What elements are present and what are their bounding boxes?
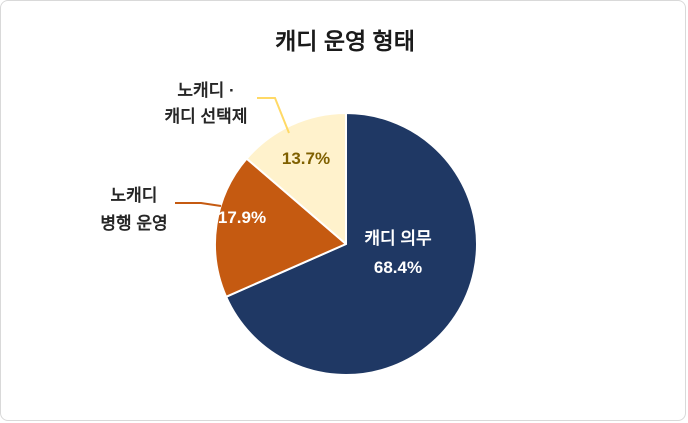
label-caddy-mandatory-name: 캐디 의무: [364, 229, 432, 248]
chart-title: 캐디 운영 형태: [275, 28, 415, 54]
pie-slice-2: [245, 112, 347, 245]
value-label-nocaddy-select: 13.7%: [282, 149, 330, 168]
pie-slices: [214, 112, 478, 376]
label-nocaddy-select-line1: 노캐디 ·: [177, 81, 234, 100]
value-label-nocaddy-parallel: 17.9%: [218, 208, 266, 227]
pie-slice-0: [225, 112, 478, 376]
leader-line-nocaddy-parallel: [175, 202, 222, 207]
label-nocaddy-parallel-line1: 노캐디: [111, 186, 158, 205]
pie-slice-1: [214, 157, 347, 298]
label-nocaddy-select-line2: 캐디 선택제: [165, 107, 248, 126]
value-label-caddy-mandatory: 68.4%: [374, 258, 422, 277]
leader-line-nocaddy-select: [257, 97, 290, 134]
label-nocaddy-parallel-line2: 병행 운영: [100, 214, 167, 233]
